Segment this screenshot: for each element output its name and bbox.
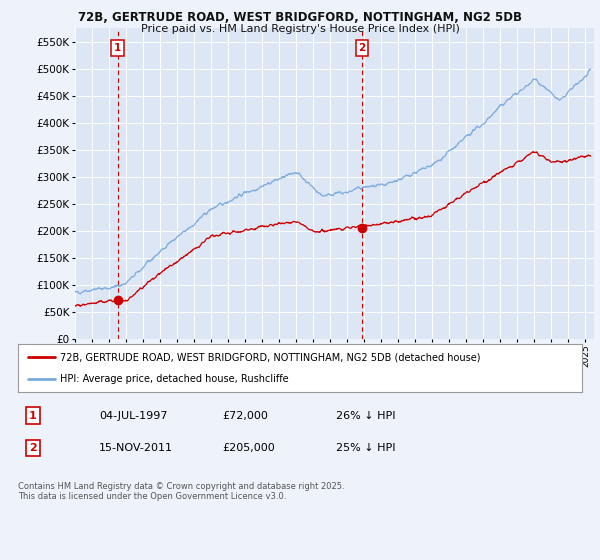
Text: 04-JUL-1997: 04-JUL-1997 xyxy=(99,410,167,421)
Text: £205,000: £205,000 xyxy=(222,443,275,453)
Text: 15-NOV-2011: 15-NOV-2011 xyxy=(99,443,173,453)
Text: 72B, GERTRUDE ROAD, WEST BRIDGFORD, NOTTINGHAM, NG2 5DB: 72B, GERTRUDE ROAD, WEST BRIDGFORD, NOTT… xyxy=(78,11,522,24)
Text: 72B, GERTRUDE ROAD, WEST BRIDGFORD, NOTTINGHAM, NG2 5DB (detached house): 72B, GERTRUDE ROAD, WEST BRIDGFORD, NOTT… xyxy=(60,352,481,362)
Text: 2: 2 xyxy=(359,43,366,53)
Text: 25% ↓ HPI: 25% ↓ HPI xyxy=(336,443,395,453)
Text: £72,000: £72,000 xyxy=(222,410,268,421)
Text: HPI: Average price, detached house, Rushcliffe: HPI: Average price, detached house, Rush… xyxy=(60,374,289,384)
Text: Contains HM Land Registry data © Crown copyright and database right 2025.
This d: Contains HM Land Registry data © Crown c… xyxy=(18,482,344,501)
Text: 1: 1 xyxy=(29,410,37,421)
Text: 2: 2 xyxy=(29,443,37,453)
Text: 1: 1 xyxy=(114,43,121,53)
Text: 26% ↓ HPI: 26% ↓ HPI xyxy=(336,410,395,421)
Text: Price paid vs. HM Land Registry's House Price Index (HPI): Price paid vs. HM Land Registry's House … xyxy=(140,24,460,34)
